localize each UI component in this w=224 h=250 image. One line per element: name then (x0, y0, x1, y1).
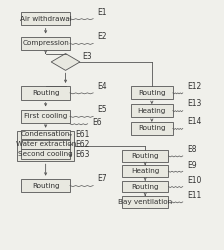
Text: E6: E6 (92, 118, 102, 127)
FancyBboxPatch shape (21, 179, 70, 192)
FancyBboxPatch shape (21, 140, 70, 149)
FancyBboxPatch shape (21, 12, 70, 26)
Text: E8: E8 (187, 146, 197, 154)
FancyBboxPatch shape (21, 36, 70, 50)
FancyBboxPatch shape (131, 104, 173, 117)
Polygon shape (51, 54, 80, 70)
Text: E4: E4 (98, 82, 107, 91)
Text: E63: E63 (75, 150, 90, 159)
FancyBboxPatch shape (21, 130, 70, 139)
FancyBboxPatch shape (122, 180, 168, 192)
FancyBboxPatch shape (21, 110, 70, 123)
Text: E12: E12 (187, 82, 201, 91)
Text: Bay ventilation: Bay ventilation (118, 199, 172, 205)
FancyBboxPatch shape (21, 86, 70, 100)
Text: Air withdrawal: Air withdrawal (20, 16, 71, 22)
FancyBboxPatch shape (131, 122, 173, 135)
Text: Second cooling: Second cooling (18, 151, 73, 157)
Text: Water extraction: Water extraction (15, 141, 76, 147)
Text: Routing: Routing (138, 126, 166, 132)
Text: E14: E14 (187, 117, 202, 126)
Text: E61: E61 (75, 130, 90, 139)
FancyBboxPatch shape (17, 130, 74, 162)
Text: First cooling: First cooling (24, 113, 67, 119)
Text: E7: E7 (98, 174, 107, 184)
Text: Routing: Routing (32, 90, 59, 96)
Text: E11: E11 (187, 192, 201, 200)
Text: E13: E13 (187, 100, 202, 108)
Text: E1: E1 (98, 8, 107, 16)
Text: Condensation: Condensation (21, 132, 70, 138)
FancyBboxPatch shape (122, 196, 168, 208)
FancyBboxPatch shape (122, 150, 168, 162)
Text: Heating: Heating (138, 108, 166, 114)
Text: Heating: Heating (131, 168, 159, 174)
Text: Compression: Compression (22, 40, 69, 46)
FancyBboxPatch shape (131, 86, 173, 99)
FancyBboxPatch shape (21, 150, 70, 159)
Text: E5: E5 (98, 105, 107, 114)
Text: Routing: Routing (131, 184, 159, 190)
Text: E9: E9 (187, 161, 197, 170)
Text: Routing: Routing (32, 182, 59, 188)
Text: E3: E3 (82, 52, 92, 61)
Text: E62: E62 (75, 140, 90, 149)
Text: E10: E10 (187, 176, 202, 185)
Text: E2: E2 (98, 32, 107, 41)
FancyBboxPatch shape (122, 165, 168, 177)
Text: Routing: Routing (131, 153, 159, 159)
Text: Routing: Routing (138, 90, 166, 96)
